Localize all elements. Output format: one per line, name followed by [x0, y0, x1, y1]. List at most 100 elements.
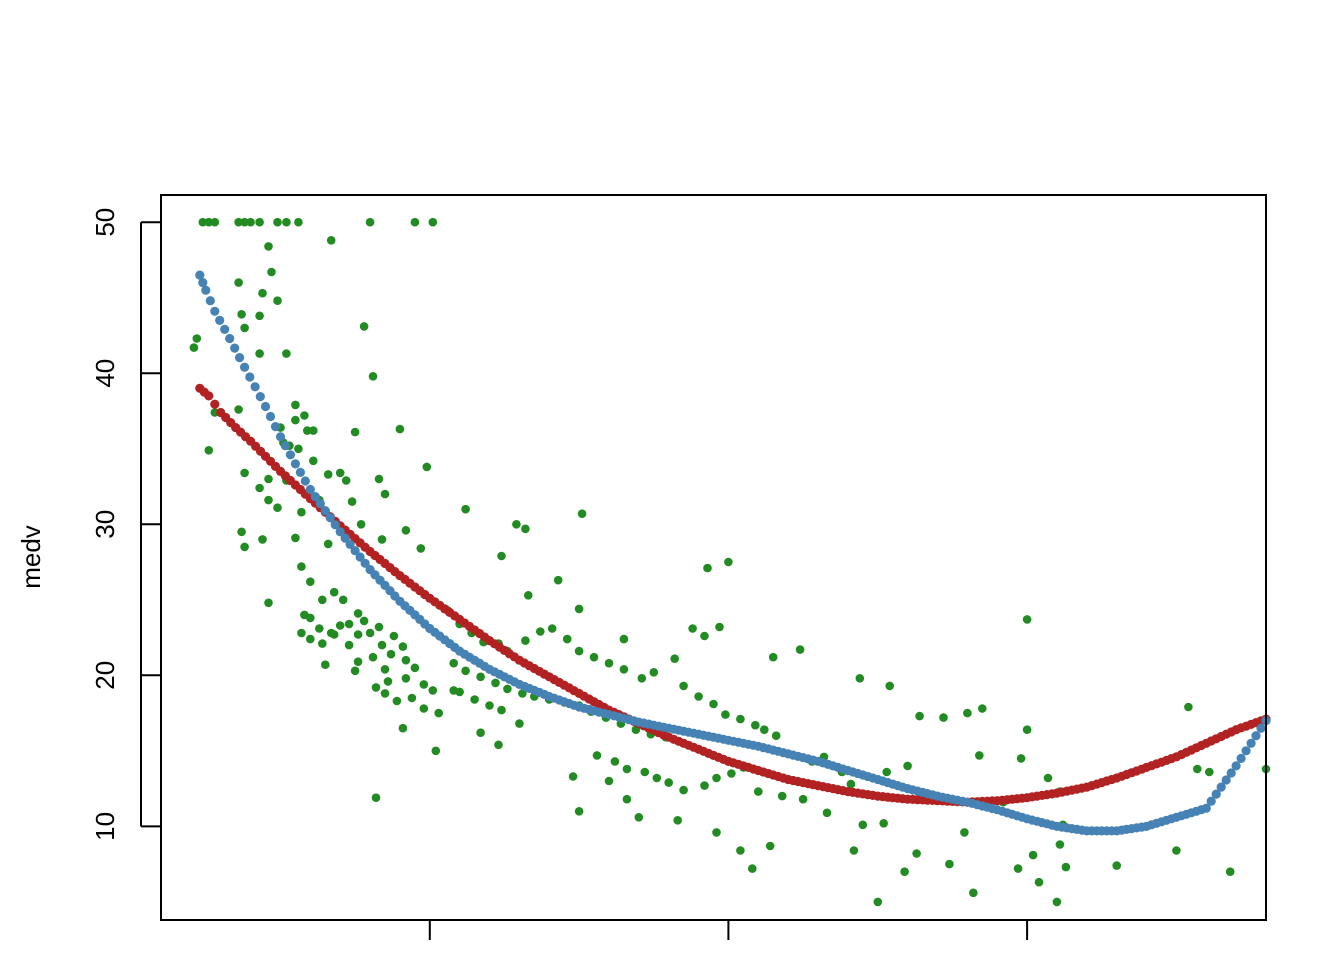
data-point — [736, 846, 745, 855]
blue-fit-point — [1241, 746, 1251, 756]
data-point — [574, 807, 584, 816]
data-point — [592, 751, 602, 760]
data-point — [652, 773, 662, 783]
data-point — [622, 794, 632, 804]
data-point — [449, 658, 459, 668]
data-point — [401, 674, 411, 683]
data-point — [721, 710, 730, 719]
blue-fit-point — [270, 422, 281, 432]
data-point — [344, 640, 354, 650]
blue-fit-point — [1251, 731, 1261, 741]
blue-fit-point — [325, 513, 335, 523]
data-point — [455, 687, 464, 697]
data-point — [210, 217, 220, 227]
data-point — [401, 655, 411, 665]
data-point — [386, 649, 396, 659]
blue-fit-point — [230, 343, 240, 353]
data-point — [323, 470, 333, 479]
data-point — [282, 217, 291, 227]
blue-fit-point — [360, 558, 370, 568]
data-point — [401, 526, 411, 535]
data-point — [321, 660, 330, 669]
data-point — [353, 630, 363, 639]
observed-points-layer — [189, 217, 1271, 907]
data-point — [497, 551, 506, 561]
blue-fit-point — [198, 278, 208, 288]
data-point — [365, 628, 375, 638]
data-point — [237, 527, 246, 537]
data-point — [368, 372, 378, 381]
blue-fit-point — [195, 270, 205, 280]
data-point — [912, 849, 921, 858]
data-point — [461, 666, 470, 676]
data-point — [380, 689, 390, 698]
data-point — [679, 681, 688, 691]
data-point — [476, 728, 485, 737]
data-point — [335, 468, 345, 478]
data-point — [518, 689, 527, 698]
data-point — [945, 859, 954, 869]
blue-fit-point — [225, 333, 235, 344]
data-point — [700, 631, 709, 641]
data-point — [392, 696, 402, 706]
data-point — [679, 785, 688, 795]
data-point — [900, 867, 909, 876]
data-point — [1028, 850, 1038, 860]
data-point — [768, 652, 778, 662]
blue-fit-point — [335, 527, 345, 537]
data-point — [234, 217, 243, 227]
data-point — [703, 563, 712, 573]
data-point — [318, 595, 327, 605]
data-point — [975, 751, 984, 760]
data-point — [419, 704, 429, 713]
data-point — [264, 598, 273, 608]
data-point — [341, 476, 351, 485]
data-point — [610, 757, 620, 766]
data-point — [664, 778, 673, 787]
data-point — [383, 677, 393, 686]
data-point — [512, 520, 521, 529]
data-point — [649, 668, 659, 677]
blue-fit-point — [1246, 738, 1256, 748]
data-point — [359, 616, 369, 626]
blue-fit-point — [1201, 803, 1211, 813]
blue-fit-point — [240, 362, 250, 372]
data-point — [273, 217, 282, 227]
y-axis: 10 20 30 40 50 — [90, 208, 161, 841]
data-point — [562, 634, 572, 644]
data-point — [727, 769, 736, 778]
data-point — [344, 619, 354, 629]
data-point — [294, 444, 303, 454]
data-point — [422, 462, 432, 472]
data-point — [380, 665, 390, 674]
data-point — [670, 654, 679, 663]
data-point — [748, 864, 757, 873]
data-point — [700, 781, 709, 790]
data-point — [291, 400, 300, 410]
blue-fit-point — [1221, 775, 1231, 785]
data-point — [329, 587, 339, 597]
data-point — [574, 646, 584, 656]
data-point — [300, 411, 309, 420]
data-point — [470, 695, 479, 704]
data-point — [903, 761, 912, 771]
data-point — [589, 652, 599, 662]
blue-fit-point — [260, 401, 271, 412]
blue-fit-point — [275, 432, 286, 442]
plot-frame — [160, 194, 1267, 921]
data-point — [303, 426, 312, 435]
data-point — [640, 767, 650, 777]
blue-fit-point — [330, 520, 340, 530]
blue-fit-point — [265, 411, 276, 422]
data-point — [715, 622, 724, 632]
data-point — [204, 446, 214, 455]
data-point — [398, 723, 408, 733]
blue-fit-point — [315, 499, 325, 509]
data-point — [795, 645, 805, 654]
y-tick-label: 20 — [90, 661, 120, 690]
data-point — [978, 704, 987, 713]
y-axis-title: medv — [16, 525, 46, 589]
data-point — [291, 415, 300, 425]
data-point — [273, 503, 282, 512]
data-point — [318, 639, 327, 648]
